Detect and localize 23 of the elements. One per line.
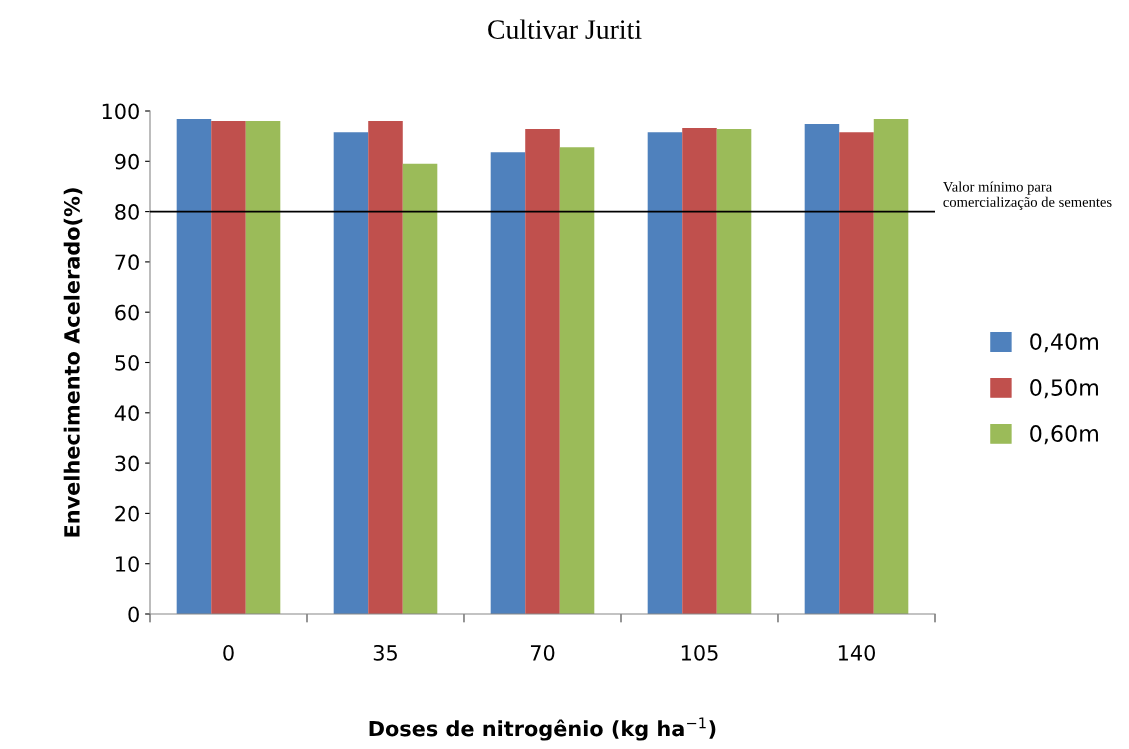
y-axis-title: Envelhecimento Acelerado(%) <box>63 188 83 537</box>
x-tick-label: 0 <box>223 644 234 661</box>
x-tick-label: 105 <box>681 644 718 661</box>
x-tick-label: 35 <box>373 644 397 661</box>
y-tick-label: 20 <box>115 505 139 522</box>
legend-label: 0,40m <box>1030 333 1098 353</box>
y-tick-label: 70 <box>115 254 139 271</box>
legend-label: 0,50m <box>1030 379 1098 399</box>
y-tick-label: 40 <box>114 405 139 422</box>
y-tick-label: 50 <box>115 354 139 371</box>
y-tick-label: 60 <box>115 304 139 321</box>
x-tick-label: 70 <box>530 644 555 661</box>
y-tick-label: 10 <box>116 556 139 572</box>
ref-line-label: Valor mínimo para comercialização de sementes <box>943 181 1112 210</box>
x-axis-title: Doses de nitrogênio (kg ha$^{−1}$) <box>369 717 716 741</box>
chart-title: Cultivar Juriti <box>488 19 642 39</box>
legend-label: 0,60m <box>1030 425 1098 445</box>
y-tick-label: 100 <box>102 103 139 120</box>
x-tick-label: 140 <box>838 644 875 661</box>
y-tick-label: 0 <box>128 606 139 623</box>
y-tick-label: 30 <box>115 455 139 472</box>
y-tick-label: 80 <box>115 204 139 220</box>
y-tick-label: 90 <box>115 153 139 170</box>
